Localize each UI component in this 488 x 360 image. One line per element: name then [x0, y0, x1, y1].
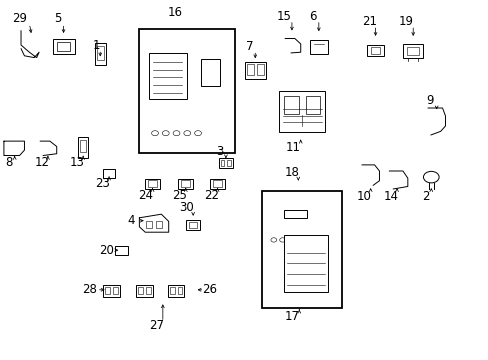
Text: 2: 2 [421, 190, 428, 203]
Text: 22: 22 [203, 189, 218, 202]
Bar [189, 222, 197, 228]
Bar [244, 62, 265, 79]
Bar [136, 285, 152, 297]
Bar [103, 285, 120, 297]
Bar [95, 43, 105, 65]
Bar [218, 158, 233, 168]
Text: 14: 14 [383, 190, 398, 203]
Text: 18: 18 [285, 166, 299, 179]
Bar [105, 287, 110, 294]
Circle shape [423, 171, 438, 183]
Bar [278, 91, 325, 132]
Text: 1: 1 [93, 39, 101, 51]
Bar [53, 39, 75, 54]
Circle shape [173, 131, 180, 136]
Bar [115, 246, 127, 255]
Bar [178, 179, 193, 189]
Bar [186, 220, 200, 230]
Text: 25: 25 [172, 189, 187, 202]
Text: 20: 20 [99, 244, 114, 257]
Bar [283, 210, 306, 218]
Bar [80, 139, 86, 152]
Bar [366, 45, 384, 56]
Text: 24: 24 [138, 189, 153, 202]
Bar [201, 59, 219, 86]
Bar [181, 180, 190, 187]
Bar [145, 179, 160, 189]
Bar [169, 287, 174, 294]
Bar [78, 137, 88, 158]
Bar [102, 169, 115, 178]
Bar [113, 287, 118, 294]
Bar [148, 53, 186, 99]
Bar [148, 180, 157, 187]
Text: 3: 3 [216, 145, 224, 158]
Bar [97, 46, 103, 60]
Bar [284, 235, 327, 292]
Bar [139, 29, 234, 153]
Bar [138, 287, 142, 294]
Text: 11: 11 [285, 141, 300, 154]
Bar [309, 40, 327, 54]
Bar [261, 191, 342, 308]
Text: 19: 19 [398, 15, 412, 28]
Bar [210, 179, 224, 189]
Bar [227, 160, 231, 166]
Circle shape [151, 131, 158, 136]
Text: 8: 8 [5, 156, 13, 169]
Bar [145, 287, 150, 294]
Bar [220, 160, 224, 166]
Circle shape [279, 238, 285, 242]
Bar [246, 64, 253, 75]
Text: 15: 15 [276, 10, 290, 23]
Circle shape [183, 131, 190, 136]
Bar [167, 285, 184, 297]
Bar [177, 287, 182, 294]
Text: 21: 21 [361, 15, 376, 28]
Text: 29: 29 [12, 12, 27, 24]
Circle shape [194, 131, 201, 136]
Text: 27: 27 [149, 319, 163, 332]
Bar [213, 180, 222, 187]
Circle shape [270, 238, 276, 242]
Bar [370, 47, 380, 54]
Text: 16: 16 [167, 6, 182, 19]
Text: 28: 28 [82, 283, 97, 296]
Bar [58, 42, 70, 51]
Text: 26: 26 [202, 283, 216, 296]
Text: 4: 4 [127, 214, 135, 227]
Bar [284, 96, 298, 114]
Circle shape [162, 131, 169, 136]
Text: 10: 10 [356, 190, 371, 203]
Bar [146, 221, 152, 228]
Text: 30: 30 [179, 201, 194, 214]
Bar [403, 44, 422, 58]
Text: 12: 12 [35, 156, 49, 169]
Text: 5: 5 [54, 12, 61, 24]
Text: 7: 7 [245, 40, 253, 53]
Bar [407, 47, 418, 55]
Circle shape [288, 238, 294, 242]
Text: 13: 13 [70, 156, 84, 169]
Bar [156, 221, 162, 228]
Text: 6: 6 [308, 10, 316, 23]
Text: 9: 9 [426, 94, 433, 107]
Bar [256, 64, 263, 75]
Text: 17: 17 [285, 310, 299, 323]
Bar [305, 96, 320, 114]
Text: 23: 23 [95, 177, 110, 190]
